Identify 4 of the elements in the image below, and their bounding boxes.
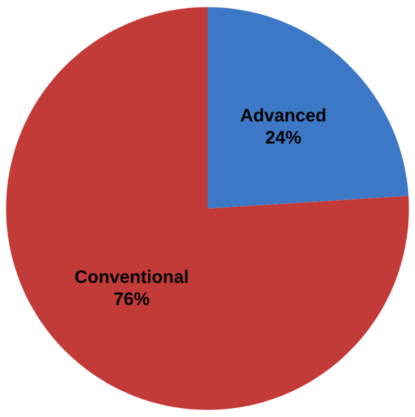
data-label: 76% — [114, 292, 150, 306]
slice-label: Advanced — [240, 108, 326, 122]
data-label: 24% — [266, 130, 301, 144]
slice-label: Conventional — [75, 270, 188, 284]
